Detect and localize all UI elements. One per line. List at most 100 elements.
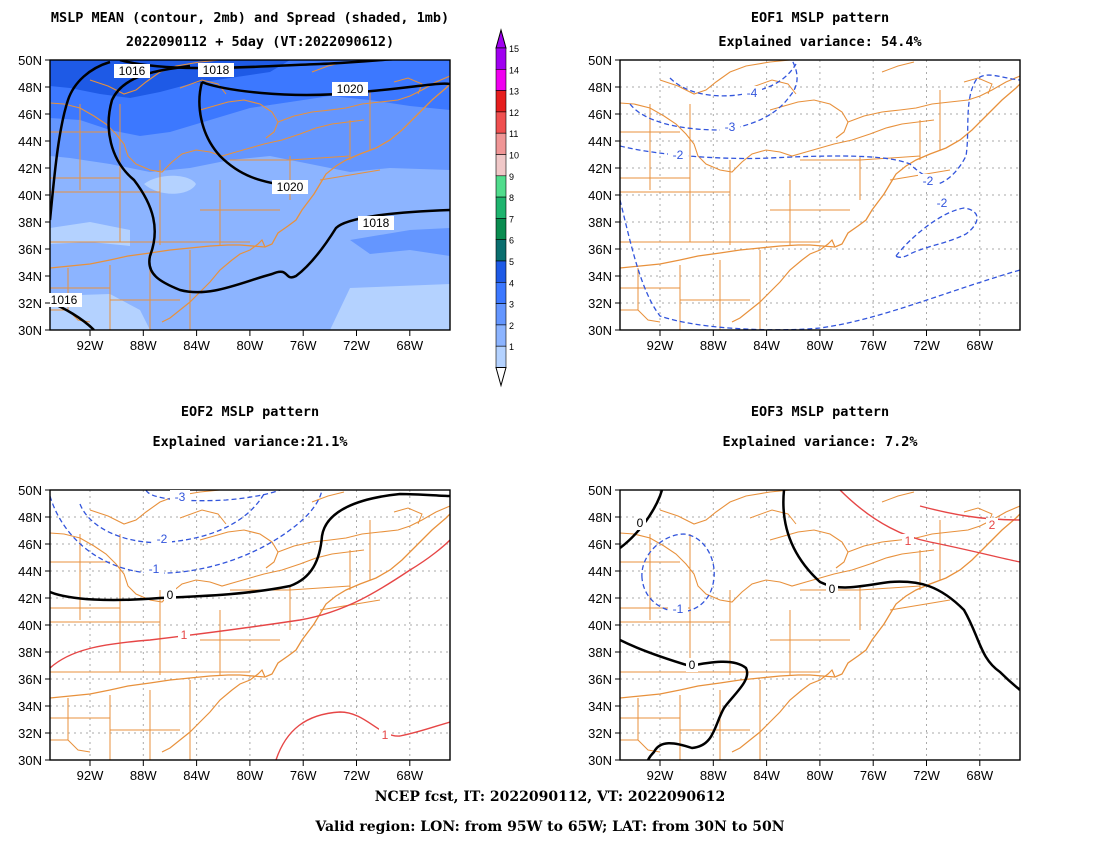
lat-tick-label: 46N bbox=[18, 537, 42, 552]
spread-shading bbox=[50, 60, 450, 330]
lon-tick-label: 92W bbox=[647, 338, 674, 353]
lat-tick-label: 38N bbox=[18, 645, 42, 660]
contour-label: 0 bbox=[829, 582, 836, 596]
panel1-map: 1016 1018 1020 1020 1018 1016 bbox=[46, 59, 451, 331]
lat-tick-label: 40N bbox=[588, 188, 612, 203]
lat-tick-label: 36N bbox=[18, 242, 42, 257]
lat-tick-label: 50N bbox=[588, 53, 612, 68]
colorbar-label: 1 bbox=[509, 342, 514, 352]
lat-tick-label: 34N bbox=[18, 699, 42, 714]
lat-tick-label: 42N bbox=[588, 161, 612, 176]
lon-tick-label: 72W bbox=[343, 768, 370, 783]
contour-label: 0 bbox=[167, 588, 174, 602]
lat-tick-label: 50N bbox=[18, 483, 42, 498]
lon-tick-label: 88W bbox=[700, 338, 727, 353]
lat-tick-label: 32N bbox=[588, 726, 612, 741]
panel4-map: 0 -1 0 0 1 2 bbox=[619, 489, 1021, 761]
colorbar-label: 3 bbox=[509, 300, 514, 310]
spread-colorbar: 15 14 13 12 11 10 9 8 7 6 5 4 3 2 1 bbox=[495, 28, 519, 388]
lon-tick-label: 92W bbox=[77, 338, 104, 353]
lon-tick-label: 72W bbox=[343, 338, 370, 353]
colorbar-swatch bbox=[495, 175, 507, 198]
contour-label: -2 bbox=[923, 174, 934, 188]
lon-tick-label: 76W bbox=[860, 768, 887, 783]
contour-label: -2 bbox=[937, 196, 948, 210]
lon-tick-label: 80W bbox=[807, 768, 834, 783]
lat-tick-label: 48N bbox=[588, 510, 612, 525]
colorbar-swatch bbox=[495, 218, 507, 240]
lat-tick-label: 32N bbox=[18, 296, 42, 311]
colorbar-swatch bbox=[495, 239, 507, 262]
panel3-map: -3 -2 -1 0 1 1 bbox=[49, 489, 451, 761]
lon-tick-label: 84W bbox=[753, 768, 780, 783]
lat-tick-label: 40N bbox=[18, 618, 42, 633]
colorbar-label: 11 bbox=[509, 129, 518, 139]
lon-tick-label: 72W bbox=[913, 768, 940, 783]
panel1-title-line2: 2022090112 + 5day (VT:2022090612) bbox=[125, 34, 395, 50]
lat-tick-label: 44N bbox=[18, 564, 42, 579]
lat-tick-label: 34N bbox=[18, 269, 42, 284]
panel1-title-line1: MSLP MEAN (contour, 2mb) and Spread (sha… bbox=[50, 10, 450, 26]
lon-tick-label: 88W bbox=[130, 768, 157, 783]
colorbar-label: 13 bbox=[509, 87, 519, 97]
colorbar-swatch bbox=[495, 303, 507, 326]
contour-label: 1016 bbox=[51, 293, 78, 307]
colorbar-label: 14 bbox=[509, 65, 519, 75]
lat-tick-label: 40N bbox=[588, 618, 612, 633]
lon-tick-label: 68W bbox=[966, 768, 993, 783]
panel3-title-line2: Explained variance:21.1% bbox=[152, 434, 348, 450]
footer-line1: NCEP fcst, IT: 2022090112, VT: 202209061… bbox=[374, 789, 726, 805]
contour-label: -3 bbox=[725, 120, 736, 134]
colorbar-label: 15 bbox=[509, 44, 519, 54]
lat-tick-label: 30N bbox=[18, 323, 42, 338]
colorbar-label: 9 bbox=[509, 172, 514, 182]
colorbar-swatch bbox=[495, 47, 507, 70]
lat-tick-label: 42N bbox=[588, 591, 612, 606]
lon-tick-label: 68W bbox=[396, 768, 423, 783]
lat-tick-label: 40N bbox=[18, 188, 42, 203]
lon-tick-label: 84W bbox=[183, 768, 210, 783]
lon-tick-label: 76W bbox=[290, 338, 317, 353]
colorbar-swatch bbox=[495, 154, 507, 177]
colorbar-swatch bbox=[495, 196, 507, 219]
contour-label: 1 bbox=[905, 534, 912, 548]
contour-label: 0 bbox=[689, 658, 696, 672]
lon-tick-label: 76W bbox=[290, 768, 317, 783]
contour-label: 1 bbox=[181, 628, 188, 642]
lat-tick-label: 46N bbox=[588, 107, 612, 122]
panel4-title-line1: EOF3 MSLP pattern bbox=[750, 404, 890, 420]
colorbar-swatch bbox=[495, 111, 507, 134]
colorbar-label: 4 bbox=[509, 278, 514, 288]
colorbar-swatch bbox=[495, 132, 507, 155]
contour-label: -1 bbox=[149, 562, 160, 576]
lat-tick-label: 32N bbox=[18, 726, 42, 741]
colorbar-label: 12 bbox=[509, 108, 519, 118]
lat-tick-label: 30N bbox=[588, 753, 612, 768]
lon-tick-label: 84W bbox=[753, 338, 780, 353]
lon-tick-label: 88W bbox=[130, 338, 157, 353]
colorbar-swatch bbox=[495, 282, 507, 304]
lat-tick-label: 44N bbox=[18, 134, 42, 149]
panel2-map: -4-3-2-2-2 bbox=[619, 59, 1021, 331]
colorbar-label: 5 bbox=[509, 257, 514, 267]
contour-label: -2 bbox=[157, 532, 168, 546]
lat-tick-label: 38N bbox=[18, 215, 42, 230]
colorbar-swatch bbox=[495, 68, 507, 91]
lon-tick-label: 68W bbox=[966, 338, 993, 353]
colorbar-label: 8 bbox=[509, 193, 514, 203]
contour-label: 1018 bbox=[203, 63, 230, 77]
contour-label: -4 bbox=[747, 86, 758, 100]
contour-label: 1020 bbox=[277, 180, 304, 194]
colorbar-label: 2 bbox=[509, 321, 514, 331]
colorbar-swatch bbox=[495, 324, 507, 347]
lat-tick-label: 48N bbox=[588, 80, 612, 95]
lon-tick-label: 80W bbox=[237, 338, 264, 353]
lat-tick-label: 44N bbox=[588, 134, 612, 149]
contour-label: 1018 bbox=[363, 216, 390, 230]
lat-tick-label: 30N bbox=[18, 753, 42, 768]
lat-tick-label: 42N bbox=[18, 161, 42, 176]
lat-tick-label: 30N bbox=[588, 323, 612, 338]
lat-tick-label: 34N bbox=[588, 699, 612, 714]
contour-label: 2 bbox=[989, 518, 996, 532]
